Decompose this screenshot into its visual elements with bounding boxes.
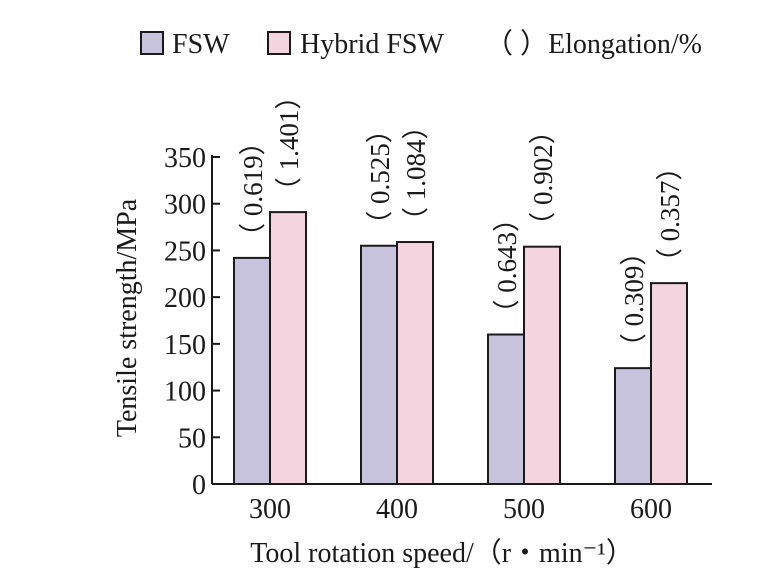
bar-hybrid-fsw-300 [269, 211, 307, 485]
y-tick-label: 350 [164, 143, 206, 174]
elongation-label: （ 1.084） [401, 113, 431, 235]
y-tick-label: 50 [178, 423, 206, 454]
bar-fsw-300 [233, 256, 271, 485]
x-axis-title: Tool rotation speed/（r・min⁻¹） [250, 537, 634, 569]
bars [233, 211, 688, 485]
bar-hybrid-fsw-400 [396, 241, 434, 485]
y-tick-label: 0 [192, 470, 206, 501]
x-ticks: 300 400 500 600 [249, 494, 672, 525]
y-tick-label: 150 [164, 330, 206, 361]
legend-label-hybrid-fsw: Hybrid FSW [300, 29, 444, 60]
y-tick-label: 300 [164, 190, 206, 221]
legend: FSW Hybrid FSW （ ）Elongation/% [140, 28, 702, 60]
elongation-label: （ 0.525） [365, 116, 395, 238]
x-tick-label: 400 [376, 494, 418, 525]
y-ticks: 0 50 100 150 200 250 300 350 [164, 143, 220, 501]
elongation-label: （ 0.902） [528, 117, 558, 239]
bar-fsw-400 [360, 244, 398, 485]
elongation-label: （ 0.619） [238, 128, 268, 250]
y-tick-label: 250 [164, 236, 206, 267]
bar-fsw-500 [487, 333, 525, 485]
elongation-label: （ 0.309） [619, 239, 649, 361]
legend-swatch-hybrid-fsw [267, 31, 291, 55]
x-tick-label: 300 [249, 494, 291, 525]
legend-label-elongation: （ ）Elongation/% [485, 28, 702, 60]
bar-fsw-600 [614, 367, 652, 485]
legend-swatch-fsw [140, 31, 164, 55]
bar-hybrid-fsw-500 [523, 245, 561, 485]
y-axis-title: Tensile strength/MPa [112, 198, 143, 437]
x-tick-label: 500 [503, 494, 545, 525]
x-tick-label: 600 [630, 494, 672, 525]
elongation-label: （ 0.643） [492, 205, 522, 327]
y-tick-label: 200 [164, 283, 206, 314]
legend-label-fsw: FSW [172, 29, 230, 60]
elongation-label: （ 0.357） [655, 154, 685, 276]
y-tick-label: 100 [164, 377, 206, 408]
bar-hybrid-fsw-600 [650, 282, 688, 485]
elongation-label: （ 1.401） [274, 83, 304, 205]
elongation-labels: （ 0.619）（ 1.401） （ 0.525）（ 1.084） （ 0.643）… [238, 83, 685, 361]
